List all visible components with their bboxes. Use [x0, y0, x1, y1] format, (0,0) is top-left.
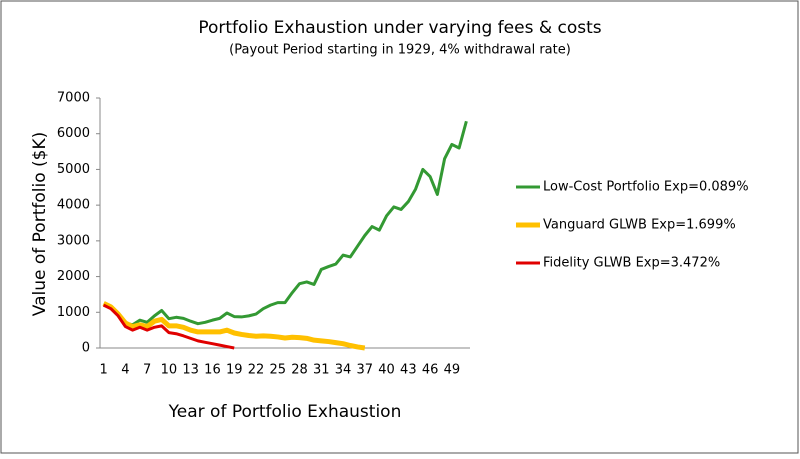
x-tick-label: 4	[121, 363, 129, 378]
x-tick-label: 7	[143, 363, 151, 378]
series-line	[102, 301, 366, 351]
y-tick-label: 7000	[57, 91, 90, 106]
x-tick-label: 49	[444, 363, 461, 378]
x-tick-label: 46	[422, 363, 439, 378]
x-tick-label: 16	[204, 363, 221, 378]
x-tick-label: 34	[335, 363, 352, 378]
x-tick-label: 37	[357, 363, 374, 378]
x-tick-label: 28	[291, 363, 308, 378]
x-tick-label: 43	[400, 363, 417, 378]
legend-label: Low-Cost Portfolio Exp=0.089%	[543, 180, 749, 195]
y-tick-label: 0	[82, 341, 90, 356]
y-tick-label: 2000	[57, 269, 90, 284]
chart-title: Portfolio Exhaustion under varying fees …	[198, 18, 601, 38]
x-tick-label: 10	[161, 363, 178, 378]
x-tick-label: 19	[226, 363, 243, 378]
y-tick-label: 4000	[57, 198, 90, 213]
legend-label: Vanguard GLWB Exp=1.699%	[543, 218, 736, 233]
y-tick-label: 1000	[57, 305, 90, 320]
y-tick-label: 3000	[57, 233, 90, 248]
y-tick-label: 6000	[57, 126, 90, 141]
y-axis-label: Value of Portfolio ($K)	[30, 132, 50, 316]
chart-subtitle: (Payout Period starting in 1929, 4% with…	[229, 43, 571, 58]
x-tick-label: 1	[99, 363, 107, 378]
legend-label: Fidelity GLWB Exp=3.472%	[543, 256, 720, 271]
x-axis-label: Year of Portfolio Exhaustion	[168, 402, 402, 422]
series-line	[103, 120, 468, 327]
x-tick-label: 31	[313, 363, 330, 378]
series-line	[102, 303, 235, 350]
x-tick-label: 25	[269, 363, 286, 378]
x-tick-label: 22	[248, 363, 265, 378]
y-tick-label: 5000	[57, 162, 90, 177]
x-tick-label: 13	[182, 363, 199, 378]
x-tick-label: 40	[378, 363, 395, 378]
